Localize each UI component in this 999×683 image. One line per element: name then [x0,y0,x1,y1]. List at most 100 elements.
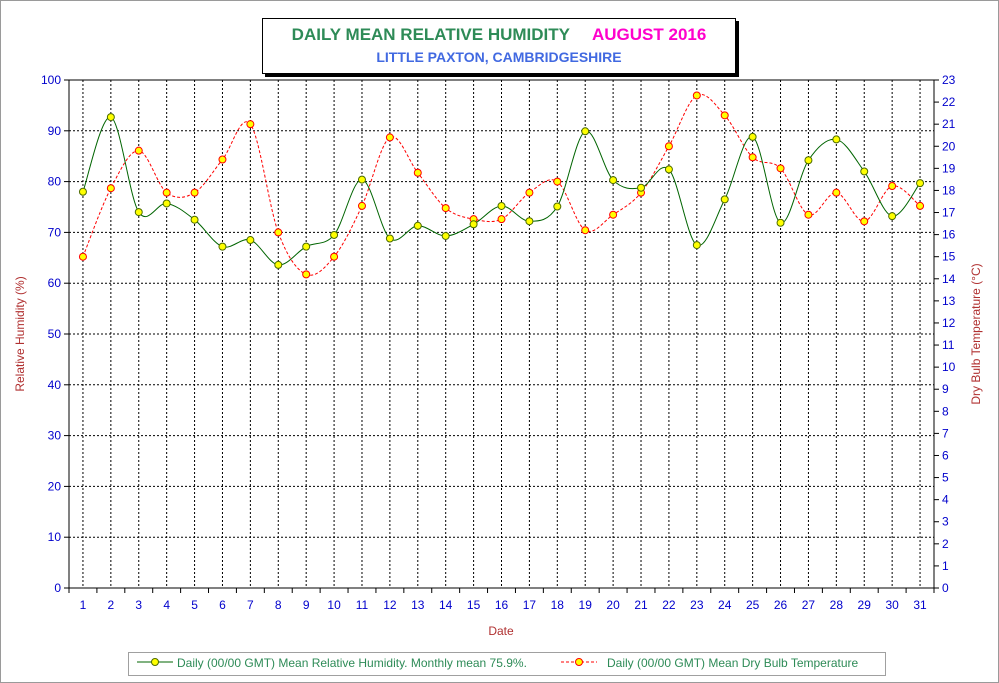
y-right-tick-label: 13 [942,294,956,308]
x-tick-label: 5 [191,598,198,612]
x-tick-label: 18 [551,598,565,612]
x-tick-label: 10 [327,598,341,612]
humidity-point [581,127,590,136]
x-tick-label: 4 [163,598,170,612]
humidity-point [469,220,478,229]
legend: Daily (00/00 GMT) Mean Relative Humidity… [128,652,886,676]
x-tick-label: 19 [579,598,593,612]
y-left-tick-label: 10 [48,530,62,544]
x-tick-label: 8 [275,598,282,612]
y-left-tick-label: 70 [48,225,62,239]
title-box: DAILY MEAN RELATIVE HUMIDITY AUGUST 2016 … [262,18,736,74]
temperature-point [413,168,422,177]
humidity-point [497,201,506,210]
y-left-tick-label: 60 [48,276,62,290]
y-right-tick-label: 10 [942,360,956,374]
y-right-tick-label: 17 [942,206,956,220]
humidity-series [78,113,925,269]
x-tick-label: 24 [718,598,732,612]
y-right-tick-label: 18 [942,183,956,197]
humidity-point [609,176,618,185]
humidity-point [302,242,311,251]
y-right-tick-label: 3 [942,515,949,529]
humidity-point [134,208,143,217]
temperature-point [525,188,534,197]
humidity-point [106,113,115,122]
temperature-point [385,133,394,142]
x-tick-label: 27 [802,598,816,612]
humidity-point [888,212,897,221]
humidity-point [776,218,785,227]
y-right-tick-label: 21 [942,117,956,131]
temperature-point [441,204,450,213]
humidity-point [916,179,925,188]
humidity-point [162,199,171,208]
temperature-point [888,182,897,191]
temperature-point [218,155,227,164]
y-right-tick-label: 0 [942,581,949,595]
temperature-point [832,188,841,197]
y-left-tick-label: 80 [48,175,62,189]
x-tick-label: 22 [662,598,676,612]
y-left-tick-label: 100 [41,73,61,87]
humidity-point [330,230,339,239]
y-right-tick-label: 12 [942,316,956,330]
x-tick-label: 17 [523,598,537,612]
y-left-tick-label: 30 [48,429,62,443]
temperature-point [748,153,757,162]
y-axis-left-label: Relative Humidity (%) [13,276,27,391]
x-tick-label: 15 [467,598,481,612]
x-tick-label: 7 [247,598,254,612]
legend-label-humidity: Daily (00/00 GMT) Mean Relative Humidity… [177,656,527,670]
humidity-point [357,175,366,184]
humidity-point [525,217,534,226]
chart-subtitle: LITTLE PAXTON, CAMBRIDGESHIRE [376,49,622,65]
y-right-tick-label: 16 [942,228,956,242]
x-tick-label: 1 [80,598,87,612]
x-tick-label: 26 [774,598,788,612]
x-tick-label: 23 [690,598,704,612]
x-tick-label: 16 [495,598,509,612]
humidity-point [218,242,227,251]
humidity-point [832,135,841,144]
x-tick-label: 28 [830,598,844,612]
temperature-point [134,146,143,155]
temperature-series [78,91,925,279]
y-left-tick-label: 90 [48,124,62,138]
y-right-tick-label: 1 [942,559,949,573]
humidity-point [804,156,813,165]
chart-title-month: AUGUST 2016 [592,25,707,44]
temperature-point [720,111,729,120]
humidity-point [78,187,87,196]
humidity-point [860,167,869,176]
x-tick-label: 21 [634,598,648,612]
y-left-tick-label: 20 [48,479,62,493]
y-right-tick-label: 4 [942,493,949,507]
x-axis-label: Date [488,624,514,638]
y-right-tick-label: 6 [942,448,949,462]
y-right-tick-label: 19 [942,161,956,175]
temperature-point [581,226,590,235]
humidity-point [692,241,701,250]
temperature-point [609,210,618,219]
temperature-point [692,91,701,100]
humidity-point [748,132,757,141]
y-right-tick-label: 23 [942,73,956,87]
x-tick-label: 6 [219,598,226,612]
grid-lines [69,80,934,588]
y-right-tick-label: 20 [942,139,956,153]
x-tick-label: 9 [303,598,310,612]
x-tick-label: 13 [411,598,425,612]
legend-swatch-temperature [561,658,597,666]
x-tick-label: 31 [913,598,927,612]
y-right-tick-label: 22 [942,95,956,109]
title-line: DAILY MEAN RELATIVE HUMIDITY AUGUST 2016 [263,25,735,45]
y-left-tick-label: 0 [54,581,61,595]
axes: 0102030405060708090100012345678910111213… [41,73,956,612]
y-left-tick-label: 50 [48,327,62,341]
temperature-point [916,201,925,210]
temperature-point [162,188,171,197]
humidity-point [413,221,422,230]
y-right-tick-label: 9 [942,382,949,396]
